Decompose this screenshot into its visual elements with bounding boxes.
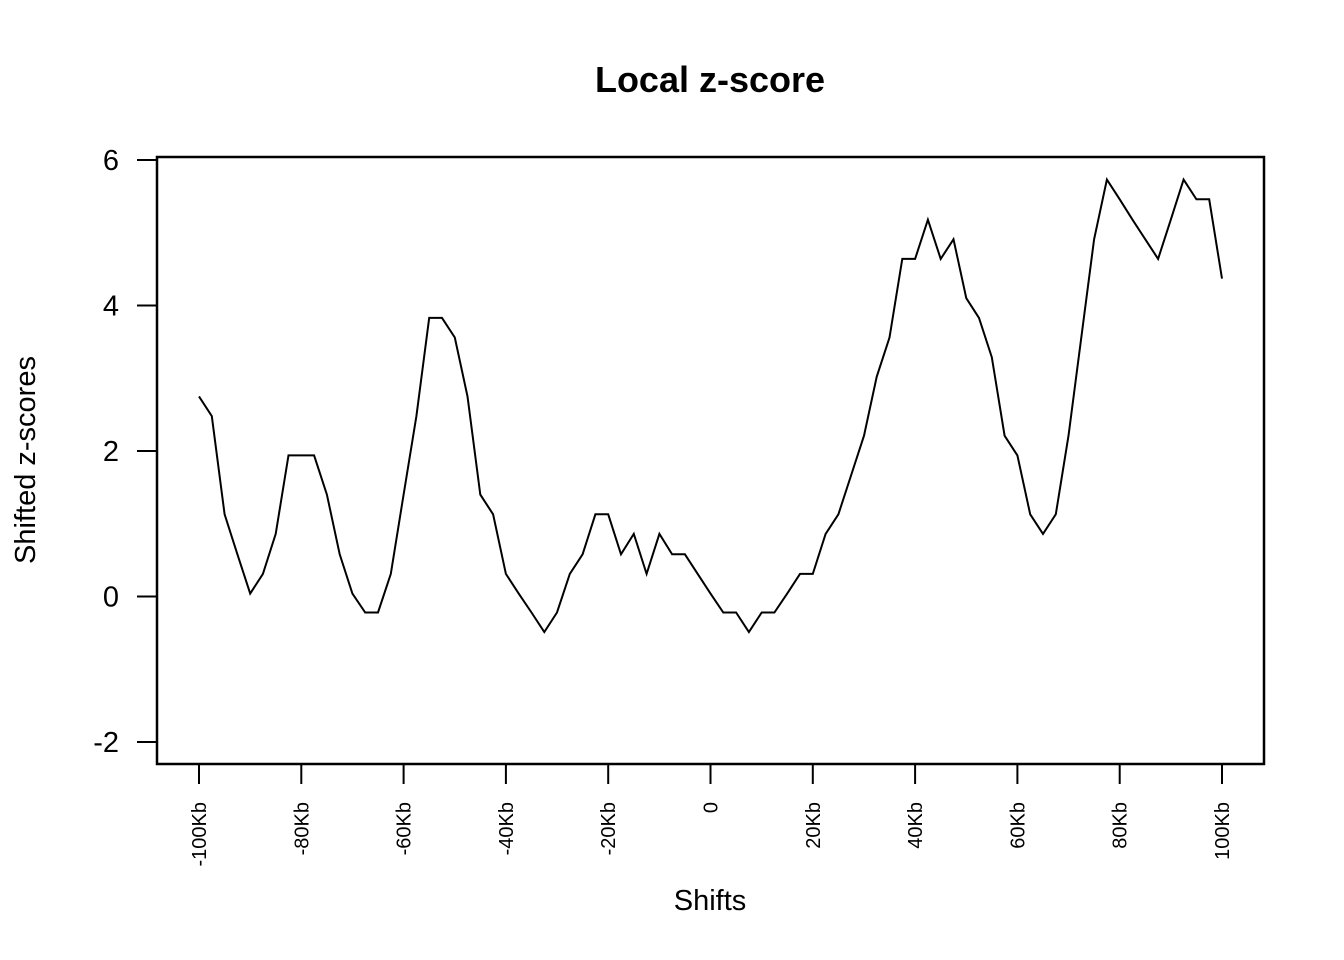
y-tick-label: 4 (103, 291, 119, 323)
y-axis: -2 0 2 4 6 (93, 145, 158, 759)
x-tick-label: 40Kb (905, 802, 927, 849)
series-line (198, 177, 1223, 634)
y-tick-label: 0 (103, 582, 119, 614)
chart-title: Local z-score (595, 59, 825, 100)
x-axis: -100Kb -80Kb -60Kb -40Kb -20Kb 0 20Kb 40Kb 60Kb 8… (189, 763, 1234, 867)
x-tick-label: -100Kb (189, 802, 211, 867)
x-tick-label: 60Kb (1007, 802, 1029, 849)
x-tick-label: -40Kb (496, 802, 518, 855)
series-layer (198, 177, 1223, 634)
y-axis-title: Shifted z-scores (10, 356, 42, 564)
y-tick-label: 2 (103, 436, 119, 468)
x-tick-label: 20Kb (803, 802, 825, 849)
x-tick-label: -80Kb (291, 802, 313, 855)
x-tick-label: 0 (701, 802, 723, 813)
x-axis-title: Shifts (674, 885, 747, 917)
x-tick-label: -60Kb (394, 802, 416, 855)
y-tick-label: -2 (93, 727, 119, 759)
x-tick-label: 80Kb (1110, 802, 1132, 849)
y-tick-label: 6 (103, 145, 119, 177)
x-tick-label: 100Kb (1212, 802, 1234, 860)
x-tick-label: -20Kb (598, 802, 620, 855)
plot-frame (155, 155, 1266, 766)
